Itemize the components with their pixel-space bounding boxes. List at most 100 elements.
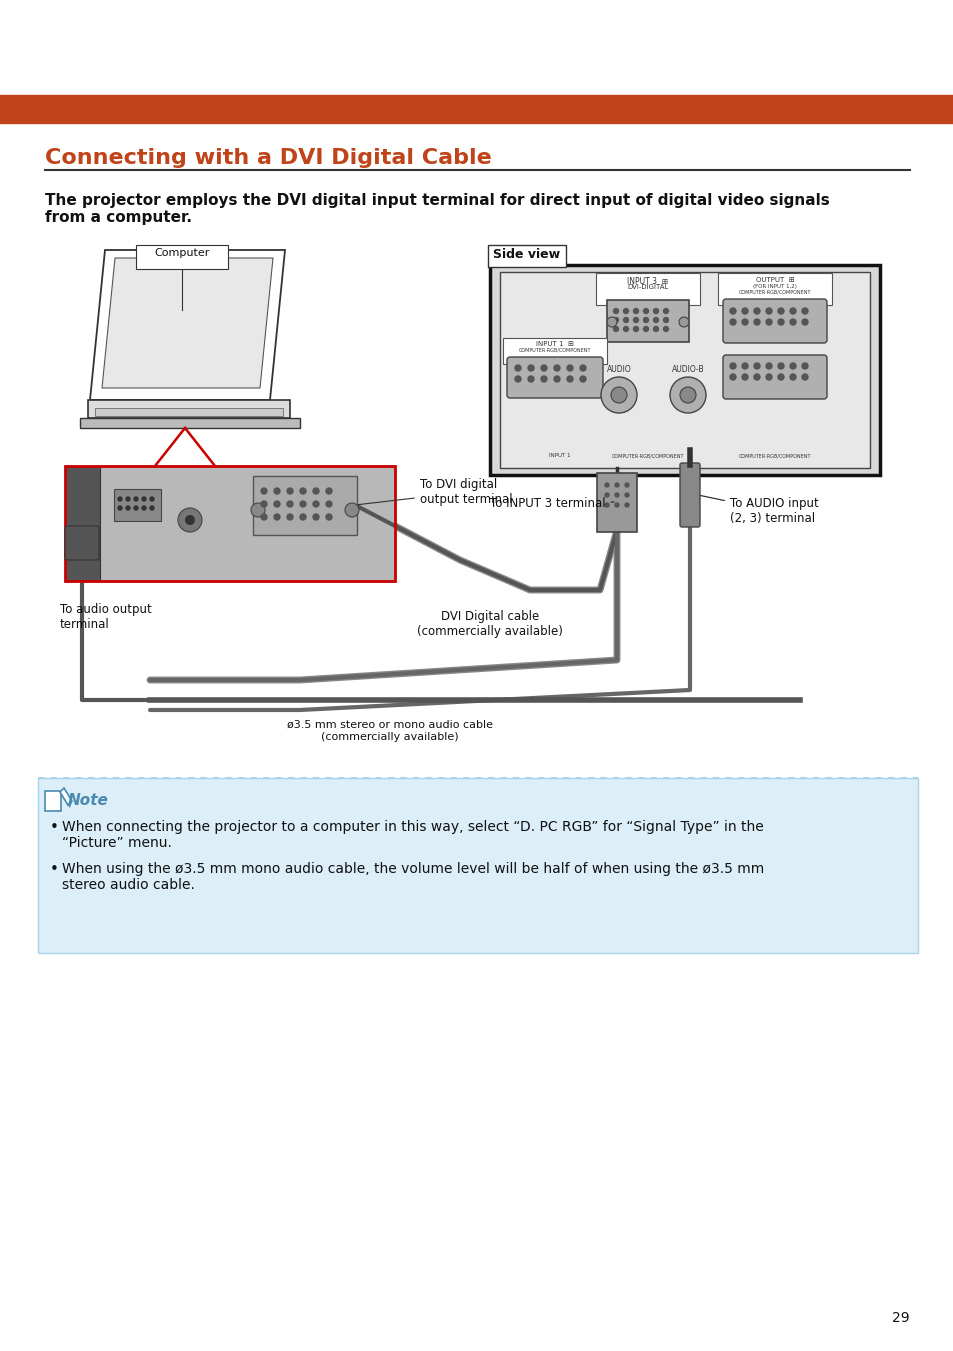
Circle shape	[765, 363, 771, 369]
Text: COMPUTER·RGB/COMPONENT: COMPUTER·RGB/COMPONENT	[738, 453, 810, 458]
Circle shape	[313, 488, 318, 494]
Text: COMPUTER·RGB/COMPONENT: COMPUTER·RGB/COMPONENT	[518, 347, 591, 353]
Polygon shape	[60, 788, 71, 805]
Circle shape	[126, 507, 130, 509]
Text: ø3.5 mm stereo or mono audio cable
(commercially available): ø3.5 mm stereo or mono audio cable (comm…	[287, 720, 493, 742]
Polygon shape	[102, 258, 273, 388]
Circle shape	[643, 308, 648, 313]
Text: INPUT 1: INPUT 1	[549, 453, 570, 458]
Circle shape	[615, 484, 618, 486]
Text: AUDIO-B: AUDIO-B	[671, 365, 703, 374]
Circle shape	[633, 317, 638, 323]
Circle shape	[150, 497, 153, 501]
Circle shape	[613, 308, 618, 313]
Text: (FOR INPUT 1,2): (FOR INPUT 1,2)	[752, 284, 796, 289]
Circle shape	[540, 376, 546, 382]
Circle shape	[261, 513, 267, 520]
Circle shape	[287, 501, 293, 507]
Circle shape	[615, 503, 618, 507]
FancyBboxPatch shape	[718, 273, 831, 305]
Circle shape	[679, 386, 696, 403]
Polygon shape	[100, 466, 395, 581]
FancyBboxPatch shape	[722, 299, 826, 343]
Circle shape	[600, 377, 637, 413]
Circle shape	[662, 317, 668, 323]
Text: To audio output
terminal: To audio output terminal	[60, 603, 152, 631]
Circle shape	[633, 327, 638, 331]
Circle shape	[178, 508, 202, 532]
Circle shape	[741, 374, 747, 380]
Circle shape	[778, 319, 783, 326]
Circle shape	[765, 308, 771, 313]
Circle shape	[801, 374, 807, 380]
Circle shape	[261, 488, 267, 494]
Circle shape	[624, 493, 628, 497]
Circle shape	[326, 513, 332, 520]
Circle shape	[669, 377, 705, 413]
Circle shape	[554, 365, 559, 372]
Text: To INPUT 3 terminal: To INPUT 3 terminal	[490, 497, 614, 509]
Circle shape	[313, 513, 318, 520]
Text: When connecting the projector to a computer in this way, select “D. PC RGB” for : When connecting the projector to a compu…	[62, 820, 763, 850]
Circle shape	[643, 317, 648, 323]
Circle shape	[274, 501, 280, 507]
Bar	[0, 95, 953, 123]
Circle shape	[150, 507, 153, 509]
FancyBboxPatch shape	[502, 338, 606, 363]
Circle shape	[633, 308, 638, 313]
Circle shape	[326, 488, 332, 494]
Text: INPUT 1  ⊞: INPUT 1 ⊞	[536, 340, 574, 347]
Circle shape	[753, 319, 760, 326]
Circle shape	[604, 503, 608, 507]
Circle shape	[274, 488, 280, 494]
Bar	[499, 272, 869, 467]
FancyBboxPatch shape	[722, 355, 826, 399]
Circle shape	[299, 501, 306, 507]
Text: When using the ø3.5 mm mono audio cable, the volume level will be half of when u: When using the ø3.5 mm mono audio cable,…	[62, 862, 763, 892]
Circle shape	[729, 374, 735, 380]
Circle shape	[326, 501, 332, 507]
Text: COMPUTER·RGB/COMPONENT: COMPUTER·RGB/COMPONENT	[611, 453, 683, 458]
Circle shape	[801, 319, 807, 326]
Text: The projector employs the DVI digital input terminal for direct input of digital: The projector employs the DVI digital in…	[45, 193, 829, 226]
Circle shape	[741, 363, 747, 369]
Circle shape	[613, 327, 618, 331]
Text: To AUDIO input
(2, 3) terminal: To AUDIO input (2, 3) terminal	[700, 496, 818, 526]
Circle shape	[623, 327, 628, 331]
Circle shape	[801, 308, 807, 313]
Circle shape	[778, 374, 783, 380]
Text: OUTPUT  ⊞: OUTPUT ⊞	[755, 277, 794, 282]
Bar	[38, 778, 917, 952]
Text: 29: 29	[891, 1310, 909, 1325]
Text: DVI-DIGITAL: DVI-DIGITAL	[627, 284, 668, 290]
Polygon shape	[80, 417, 299, 428]
Circle shape	[624, 484, 628, 486]
Circle shape	[251, 503, 265, 517]
Text: Connecting with a DVI Digital Cable: Connecting with a DVI Digital Cable	[45, 149, 491, 168]
Circle shape	[118, 507, 122, 509]
Circle shape	[566, 376, 573, 382]
Circle shape	[133, 497, 138, 501]
Circle shape	[753, 363, 760, 369]
FancyBboxPatch shape	[679, 463, 700, 527]
FancyBboxPatch shape	[597, 473, 637, 532]
Circle shape	[643, 327, 648, 331]
Text: Computer: Computer	[154, 249, 210, 258]
FancyBboxPatch shape	[65, 526, 99, 561]
Circle shape	[527, 365, 534, 372]
Polygon shape	[68, 801, 71, 808]
FancyBboxPatch shape	[136, 245, 228, 269]
Circle shape	[624, 503, 628, 507]
Circle shape	[679, 317, 688, 327]
Circle shape	[604, 493, 608, 497]
Circle shape	[753, 308, 760, 313]
Circle shape	[653, 327, 658, 331]
Circle shape	[515, 365, 520, 372]
Circle shape	[778, 308, 783, 313]
Circle shape	[345, 503, 358, 517]
Circle shape	[610, 386, 626, 403]
Circle shape	[287, 513, 293, 520]
Circle shape	[274, 513, 280, 520]
FancyBboxPatch shape	[596, 273, 700, 305]
Circle shape	[729, 363, 735, 369]
